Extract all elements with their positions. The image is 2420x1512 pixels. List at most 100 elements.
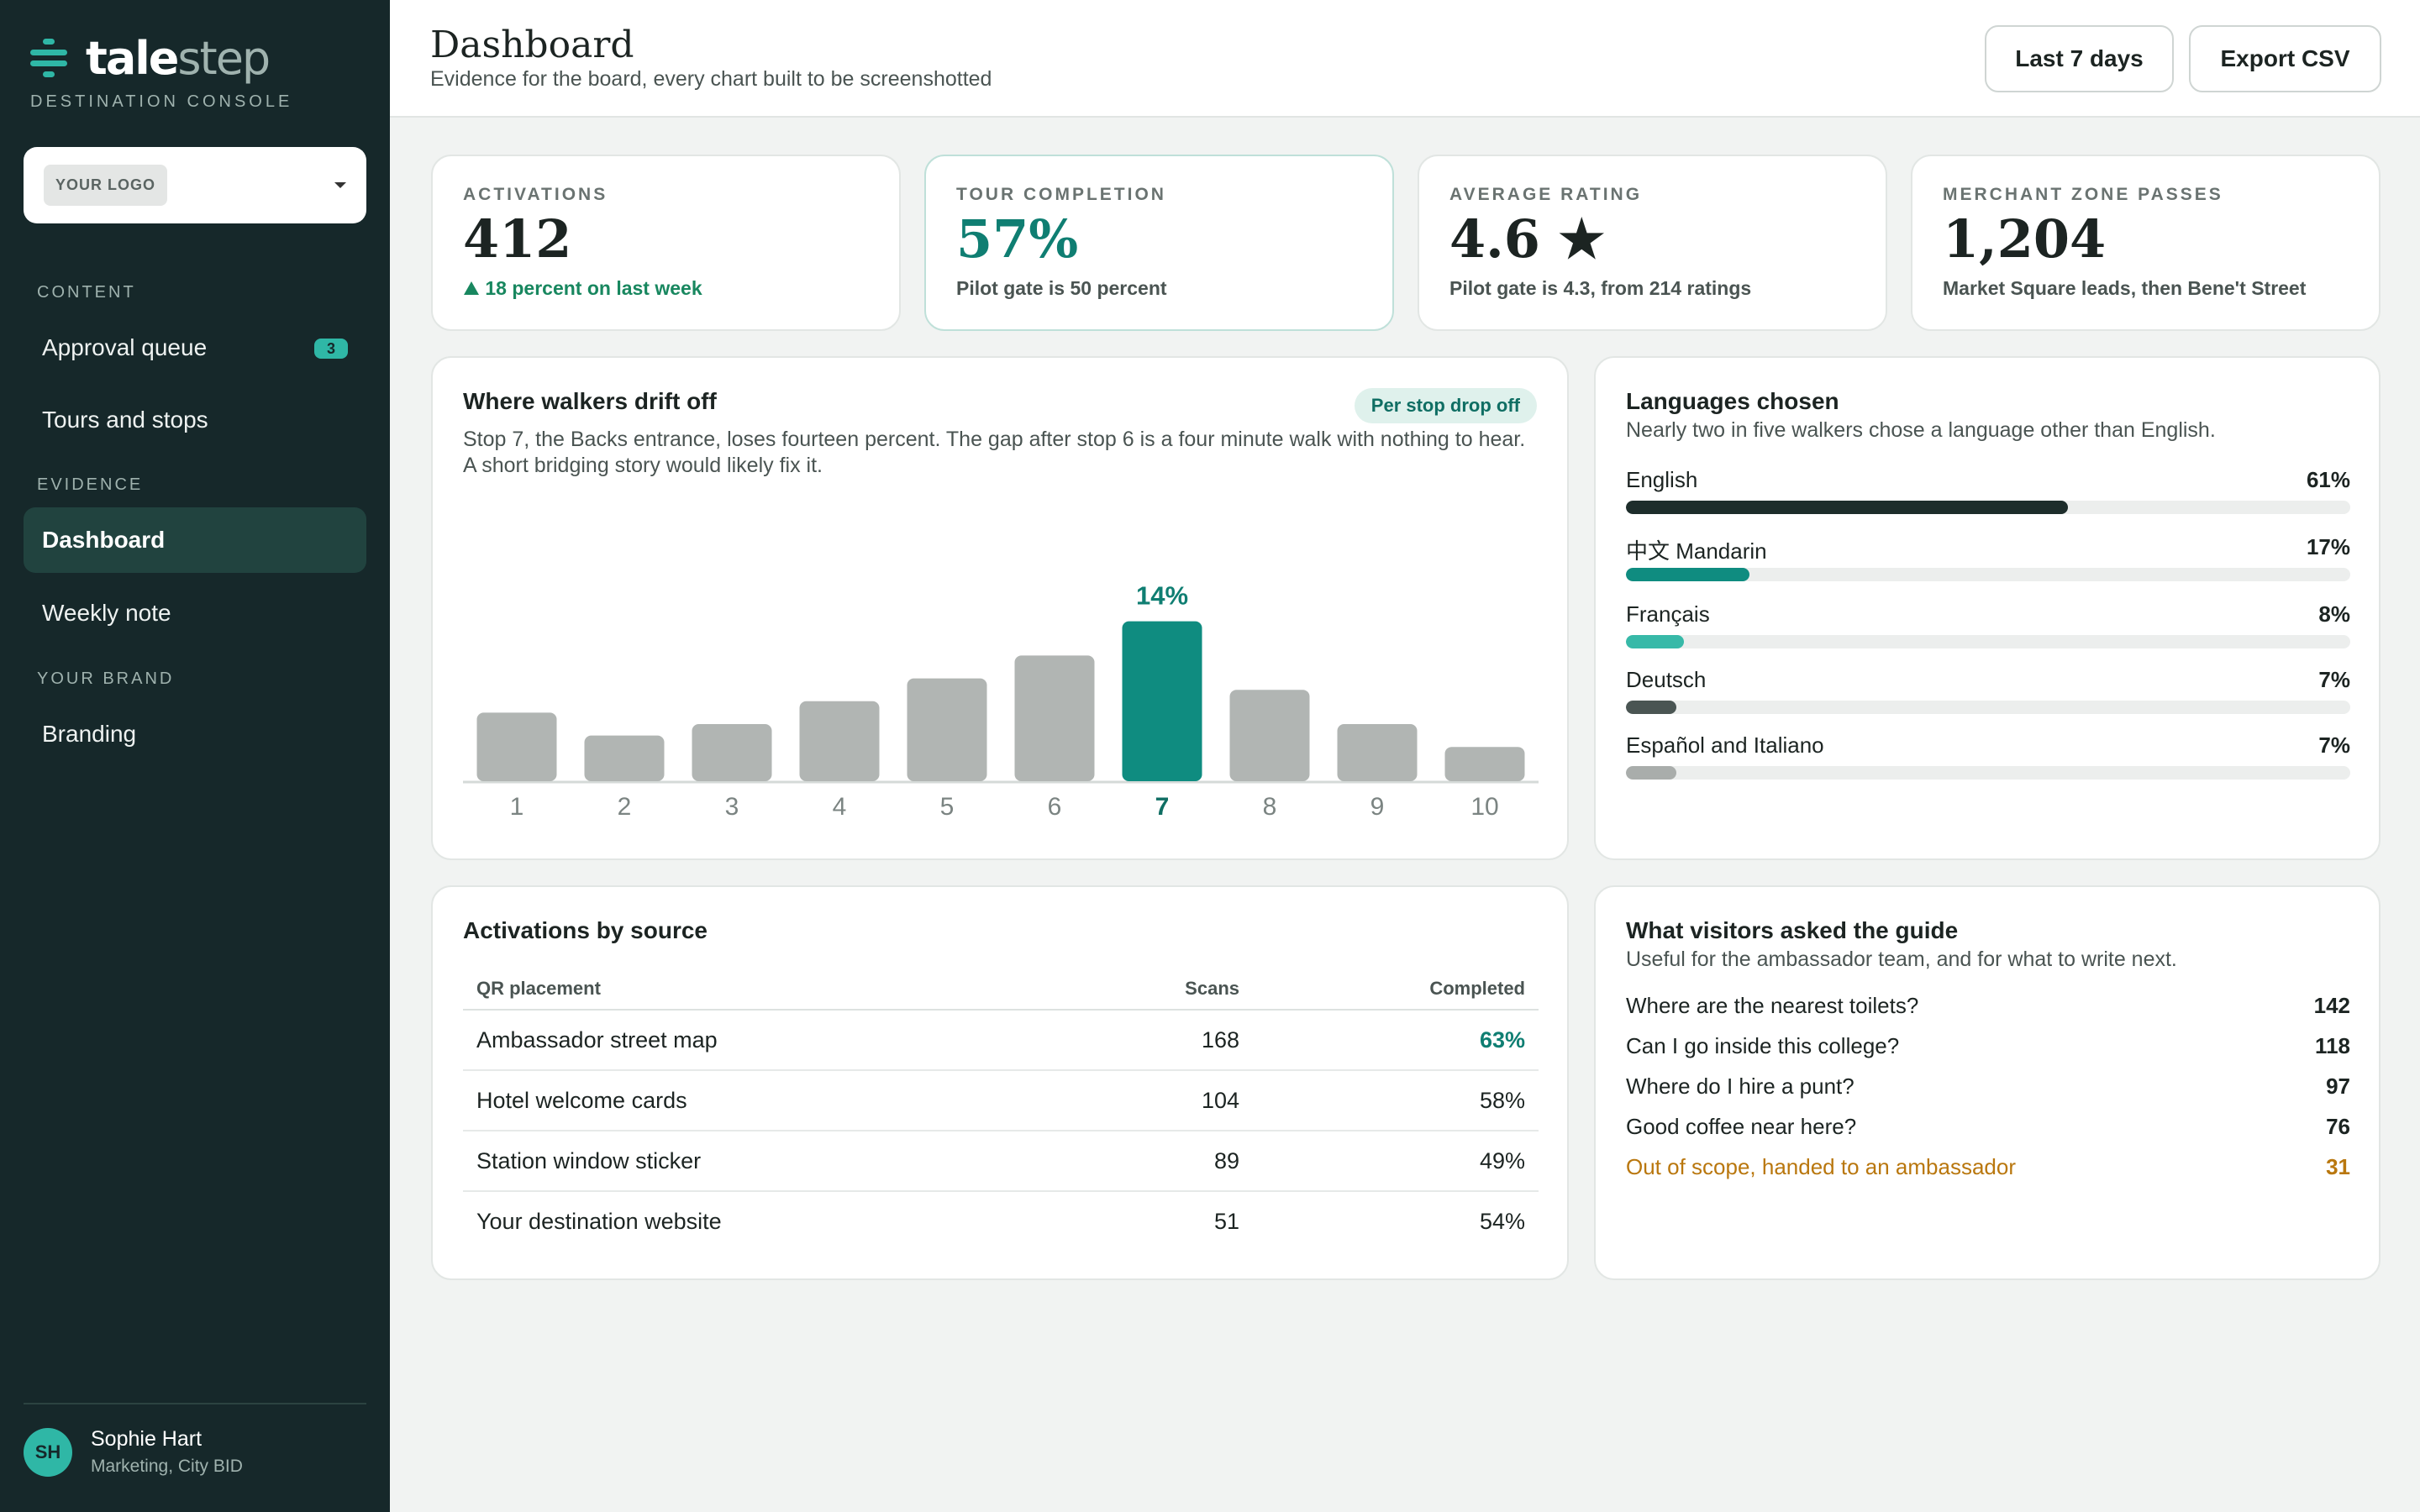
kpi-trend-text: 18 percent on last week	[485, 277, 702, 299]
brand-logo[interactable]: talestep	[30, 32, 271, 85]
scans-cell: 168	[1068, 1010, 1253, 1071]
x-tick-label: 8	[1263, 793, 1277, 821]
language-bar-fill	[1626, 766, 1677, 780]
kpi-sub: Pilot gate is 4.3, from 214 ratings	[1449, 277, 1752, 299]
sidebar-item-approval-queue[interactable]: Approval queue 3	[24, 315, 366, 381]
question-row[interactable]: Where are the nearest toilets? 142	[1626, 993, 2350, 1019]
export-csv-button[interactable]: Export CSV	[2189, 25, 2381, 92]
kpi-value: 57%	[956, 208, 1079, 270]
bar-stop-3[interactable]	[692, 724, 772, 781]
language-percent: 7%	[2318, 667, 2350, 692]
sidebar-item-tours-and-stops[interactable]: Tours and stops	[24, 387, 366, 453]
kpi-value: 412	[463, 208, 572, 270]
bar-stop-4[interactable]	[799, 701, 880, 781]
bar-stop-5[interactable]	[907, 678, 987, 781]
scans-cell: 89	[1068, 1131, 1253, 1192]
table-header-row: QR placement Scans Completed	[463, 968, 1539, 1011]
card-title: Languages chosen	[1626, 388, 1839, 414]
bar-stop-1[interactable]	[476, 712, 557, 781]
question-count: 118	[2315, 1033, 2350, 1058]
sidebar-item-label: Dashboard	[42, 527, 166, 553]
avatar: SH	[24, 1427, 72, 1477]
logo-placeholder: YOUR LOGO	[44, 165, 168, 206]
language-name: Français	[1626, 601, 1710, 627]
language-row: Français 8%	[1626, 601, 2350, 648]
language-bar-fill	[1626, 568, 1749, 581]
placement-cell: Hotel welcome cards	[463, 1070, 1068, 1131]
bar-stop-9[interactable]	[1337, 724, 1418, 781]
page-subtitle: Evidence for the board, every chart buil…	[430, 67, 992, 91]
kpi-label: TOUR COMPLETION	[956, 185, 1166, 204]
x-tick-label: 3	[725, 793, 739, 821]
per-stop-pill[interactable]: Per stop drop off	[1354, 388, 1537, 423]
language-name: English	[1626, 467, 1698, 492]
sources-card: Activations by source QR placement Scans…	[431, 885, 1569, 1280]
highlight-data-label: 14%	[1136, 581, 1188, 611]
scans-cell: 51	[1213, 1209, 1239, 1234]
languages-card: Languages chosen Nearly two in five walk…	[1594, 356, 2381, 860]
x-tick-label: 5	[940, 793, 955, 821]
completed-cell: 54%	[1479, 1209, 1525, 1234]
language-bar-track	[1626, 568, 2350, 581]
user-name: Sophie Hart	[91, 1427, 203, 1451]
bar-stop-6[interactable]	[1014, 655, 1095, 781]
question-row[interactable]: Can I go inside this college? 118	[1626, 1033, 2350, 1059]
card-description: Nearly two in five walkers chose a langu…	[1626, 418, 2216, 442]
kpi-label: AVERAGE RATING	[1449, 185, 1643, 204]
language-percent: 61%	[2306, 467, 2350, 492]
logo-select[interactable]: YOUR LOGO	[24, 147, 366, 223]
column-header-scans[interactable]: Scans	[1068, 968, 1253, 1011]
sidebar-divider	[24, 1403, 366, 1404]
nav-section-your-brand: YOUR BRAND	[37, 669, 175, 688]
kpi-value: 1,204	[1943, 208, 2107, 270]
nav-section-content: CONTENT	[37, 283, 136, 302]
sidebar-item-weekly-note[interactable]: Weekly note	[24, 580, 366, 646]
page-title: Dashboard	[430, 24, 634, 66]
language-percent: 7%	[2318, 732, 2350, 758]
table-row[interactable]: Your destination website 51 54%	[463, 1191, 1539, 1252]
question-count: 142	[2313, 993, 2350, 1018]
completed-cell: 49%	[1253, 1131, 1539, 1192]
bar-stop-7[interactable]	[1122, 621, 1202, 781]
language-name: 中文 Mandarin	[1626, 538, 1767, 564]
table-row[interactable]: Hotel welcome cards 104 58%	[463, 1070, 1539, 1131]
language-name: Español and Italiano	[1626, 732, 1824, 758]
bar-stop-8[interactable]	[1229, 690, 1310, 781]
sidebar-item-branding[interactable]: Branding	[24, 701, 366, 767]
kpi-label: MERCHANT ZONE PASSES	[1943, 185, 2223, 204]
language-row: English 61%	[1626, 467, 2350, 514]
question-row[interactable]: Good coffee near here? 76	[1626, 1114, 2350, 1140]
sidebar-item-label: Tours and stops	[42, 407, 208, 433]
user-role: Marketing, City BID	[91, 1457, 243, 1476]
question-row[interactable]: Where do I hire a punt? 97	[1626, 1074, 2350, 1100]
user-profile[interactable]: SH Sophie Hart Marketing, City BID	[24, 1427, 243, 1477]
card-title: What visitors asked the guide	[1626, 917, 1959, 943]
table-row[interactable]: Station window sticker 89 49%	[463, 1131, 1539, 1192]
question-count: 97	[2326, 1074, 2350, 1099]
question-count: 31	[2326, 1154, 2350, 1179]
date-range-button[interactable]: Last 7 days	[1985, 25, 2174, 92]
language-bar-fill	[1626, 501, 2068, 514]
table-row[interactable]: Ambassador street map 168 63%	[463, 1010, 1539, 1071]
kpi-value: 4.6 ★	[1449, 208, 1606, 270]
sidebar-item-label: Weekly note	[42, 600, 171, 626]
x-tick-label: 7	[1155, 793, 1170, 821]
language-bar-track	[1626, 701, 2350, 714]
column-header-placement[interactable]: QR placement	[463, 968, 1068, 1011]
kpi-card-activations: ACTIVATIONS 412 18 percent on last week	[431, 155, 901, 331]
language-percent: 17%	[2306, 534, 2350, 559]
question-text: Can I go inside this college?	[1626, 1033, 1900, 1058]
x-tick-label: 9	[1370, 793, 1385, 821]
sources-table: QR placement Scans Completed Ambassador …	[463, 968, 1539, 1252]
placement-cell: Your destination website	[476, 1209, 722, 1234]
bar-stop-10[interactable]	[1444, 747, 1525, 781]
bar-stop-2[interactable]	[584, 735, 665, 781]
scans-cell: 104	[1068, 1070, 1253, 1131]
dropoff-chart-card: Where walkers drift off Per stop drop of…	[431, 356, 1569, 860]
language-bar-fill	[1626, 635, 1684, 648]
nav-section-evidence: EVIDENCE	[37, 475, 144, 494]
column-header-completed[interactable]: Completed	[1253, 968, 1539, 1011]
console-label: DESTINATION CONSOLE	[30, 92, 293, 111]
question-row-escalated[interactable]: Out of scope, handed to an ambassador 31	[1626, 1154, 2350, 1180]
sidebar-item-dashboard[interactable]: Dashboard	[24, 507, 366, 573]
